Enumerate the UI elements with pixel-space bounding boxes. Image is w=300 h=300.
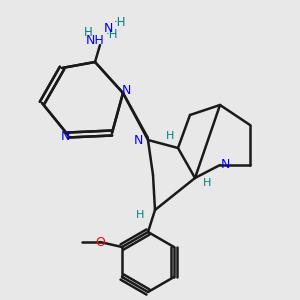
Text: N: N — [133, 134, 143, 146]
Text: N: N — [103, 22, 113, 34]
Text: NH: NH — [85, 34, 104, 46]
Text: ·H: ·H — [106, 28, 118, 41]
Text: N: N — [60, 130, 70, 143]
Text: H: H — [84, 26, 92, 38]
Text: H: H — [136, 210, 144, 220]
Text: H: H — [166, 131, 174, 141]
Text: N: N — [121, 85, 131, 98]
Text: ·H: ·H — [114, 16, 126, 29]
Text: H: H — [203, 178, 211, 188]
Text: N: N — [220, 158, 230, 172]
Polygon shape — [42, 62, 123, 135]
Text: O: O — [95, 236, 105, 248]
